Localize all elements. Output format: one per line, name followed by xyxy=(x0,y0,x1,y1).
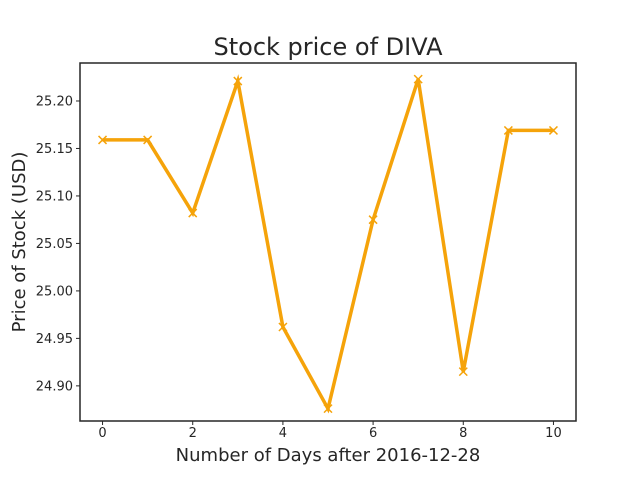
x-tick-label: 0 xyxy=(98,426,106,441)
x-tick-label: 2 xyxy=(189,426,197,441)
marker-stroke xyxy=(233,76,243,86)
data-point-marker xyxy=(368,215,378,225)
y-tick-label: 25.00 xyxy=(36,284,73,299)
data-point-marker xyxy=(188,208,198,218)
x-tick-label: 10 xyxy=(545,426,562,441)
marker-stroke xyxy=(458,367,468,377)
series-line xyxy=(102,74,554,414)
marker-stroke xyxy=(188,208,198,218)
marker-stroke xyxy=(413,74,423,84)
marker-stroke xyxy=(323,404,333,414)
data-point-marker xyxy=(98,135,108,145)
marker-stroke xyxy=(143,135,153,145)
x-tick-label: 4 xyxy=(279,426,287,441)
data-point-marker xyxy=(413,74,423,84)
series-layer xyxy=(98,74,558,414)
data-point-marker xyxy=(548,125,558,135)
data-point-marker xyxy=(323,404,333,414)
y-tick-label: 24.95 xyxy=(36,332,73,347)
x-axis-ticks: 0 2 4 6 8 10 xyxy=(98,421,562,441)
y-tick-label: 25.15 xyxy=(36,142,73,157)
x-tick-label: 6 xyxy=(369,426,377,441)
data-point-marker xyxy=(143,135,153,145)
data-point-marker xyxy=(458,367,468,377)
marker-stroke xyxy=(98,135,108,145)
marker-stroke xyxy=(278,322,288,332)
marker-stroke xyxy=(503,125,513,135)
data-point-marker xyxy=(233,76,243,86)
data-point-marker xyxy=(278,322,288,332)
data-point-marker xyxy=(503,125,513,135)
y-tick-label: 25.05 xyxy=(36,237,73,252)
y-axis-label: Price of Stock (USD) xyxy=(9,152,30,333)
y-tick-label: 24.90 xyxy=(36,379,73,394)
y-axis-ticks: 24.90 24.95 25.00 25.05 25.10 25.15 25.20 xyxy=(36,94,80,394)
marker-stroke xyxy=(548,125,558,135)
y-tick-label: 25.20 xyxy=(36,94,73,109)
x-axis-label: Number of Days after 2016-12-28 xyxy=(176,445,481,466)
chart-title: Stock price of DIVA xyxy=(213,33,443,61)
x-tick-label: 8 xyxy=(459,426,467,441)
y-tick-label: 25.10 xyxy=(36,189,73,204)
marker-stroke xyxy=(368,215,378,225)
plot-frame xyxy=(79,62,577,422)
